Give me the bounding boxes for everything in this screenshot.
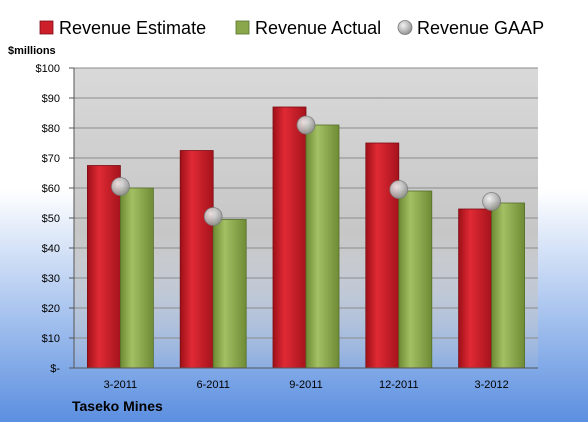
x-tick-label: 6-2011 — [196, 379, 229, 391]
legend: Revenue Estimate Revenue Actual Revenue GA… — [39, 18, 544, 38]
y-tick-label: $20 — [42, 303, 60, 315]
y-tick-label: $40 — [42, 243, 60, 255]
legend-swatch — [397, 20, 413, 35]
x-tick-label: 9-2011 — [289, 379, 322, 391]
bar-revenue-actual — [120, 187, 154, 369]
marker-revenue-gaap — [111, 177, 130, 196]
bar-revenue-actual — [491, 202, 526, 369]
y-axis: $- $10 $20 $30 $40 $50 $60 $70 $80 $90 $100 — [36, 63, 75, 375]
bar-revenue-actual — [398, 190, 433, 369]
y-tick-label: $30 — [42, 273, 60, 285]
marker-revenue-gaap — [482, 192, 502, 211]
unit-label: $millions — [8, 45, 56, 57]
y-tick-label: $10 — [42, 333, 60, 345]
y-tick-label: $80 — [42, 123, 60, 135]
x-tick-label: 12-2011 — [379, 379, 419, 391]
legend-label: Revenue GAAP — [417, 18, 544, 38]
bar-revenue-actual — [212, 219, 247, 369]
marker-revenue-gaap — [389, 180, 409, 199]
bar-revenue-estimate — [365, 142, 400, 369]
bars — [87, 106, 526, 369]
bar-revenue-actual — [305, 124, 340, 369]
marker-revenue-gaap — [296, 115, 316, 135]
legend-label: Revenue Estimate — [59, 18, 206, 38]
y-tick-label: $90 — [42, 93, 60, 105]
y-tick-label: $- — [50, 363, 60, 375]
x-tick-label: 3-2011 — [104, 379, 137, 391]
bar-revenue-estimate — [179, 150, 214, 369]
y-tick-label: $70 — [42, 153, 60, 165]
bar-revenue-estimate — [87, 165, 121, 369]
y-tick-label: $60 — [42, 183, 60, 195]
legend-swatch — [39, 20, 54, 35]
marker-revenue-gaap — [203, 207, 223, 226]
chart-title: Taseko Mines — [72, 398, 163, 414]
bar-revenue-estimate — [272, 106, 307, 369]
bar-revenue-estimate — [458, 208, 493, 369]
y-tick-label: $50 — [42, 213, 60, 225]
legend-swatch — [235, 20, 250, 35]
gaap-markers — [111, 115, 502, 226]
x-tick-label: 3-2012 — [474, 379, 508, 391]
legend-label: Revenue Actual — [255, 18, 381, 38]
x-axis: 3-2011 6-2011 9-2011 12-2011 3-2012 — [74, 367, 538, 391]
y-tick-label: $100 — [36, 63, 60, 75]
